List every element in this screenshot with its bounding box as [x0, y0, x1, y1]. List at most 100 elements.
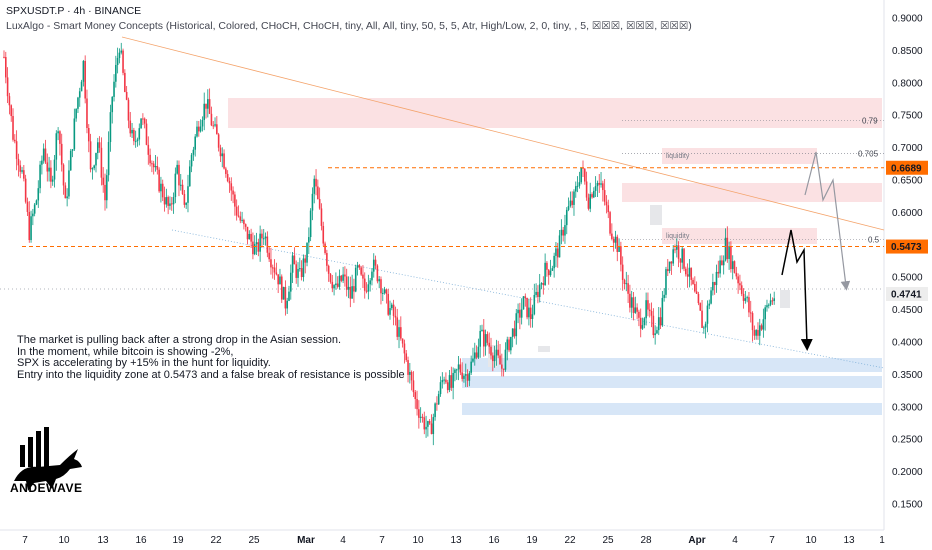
candle-body	[95, 153, 97, 166]
candle-body	[248, 233, 251, 240]
candle-body	[555, 248, 557, 256]
candle-body	[113, 81, 115, 97]
candle-body	[502, 368, 505, 370]
candle-body	[562, 229, 564, 236]
candle-body	[28, 211, 31, 241]
candle-body	[317, 186, 319, 200]
chart-title: SPXUSDT.P · 4h · BINANCE	[6, 5, 142, 17]
demand-zone	[462, 376, 882, 388]
candle-body	[96, 142, 99, 154]
candle-body	[699, 303, 702, 311]
time-axis[interactable]: 7 10 13 16 19 22 25 Mar 4 7 10 13 16 19 22 25 28 Apr 4 7 10 1…	[22, 535, 885, 546]
candle-body	[115, 64, 117, 82]
candle-body	[205, 103, 207, 109]
candle-body	[663, 294, 665, 298]
candle-body	[35, 200, 38, 205]
candle-body	[120, 50, 123, 53]
price-label: 0.6689	[891, 163, 922, 174]
candle-body	[320, 208, 323, 226]
candle-body	[688, 267, 691, 277]
candle-body	[192, 149, 195, 155]
candle-body	[161, 183, 164, 198]
candle-body	[239, 216, 242, 221]
candle-body	[407, 360, 409, 375]
candle-body	[3, 56, 5, 58]
fib-label: 0.5	[868, 236, 880, 245]
candle-body	[762, 319, 765, 330]
candle-body	[701, 310, 703, 328]
candle-body	[33, 204, 36, 214]
candle-body	[436, 403, 438, 405]
candle-body	[8, 96, 11, 106]
candle-body	[309, 210, 312, 238]
candle-body	[428, 421, 431, 424]
candle-body	[30, 216, 32, 241]
candle-body	[547, 269, 550, 276]
candle-body	[194, 136, 196, 150]
key-levels	[22, 167, 884, 248]
candle-body	[484, 334, 487, 347]
candle-body	[87, 127, 90, 142]
liquidity-zone	[662, 148, 817, 164]
candle-body	[91, 168, 94, 170]
candle-body	[703, 327, 705, 329]
candle-body	[324, 243, 326, 254]
candle-body	[650, 311, 653, 316]
candle-body	[481, 329, 483, 331]
candle-body	[354, 267, 357, 292]
candle-body	[21, 170, 23, 172]
candle-body	[75, 108, 77, 119]
candle-body	[542, 283, 545, 286]
analysis-note: The market is pulling back after a stron…	[17, 334, 405, 381]
x-tick-label: 13	[97, 535, 109, 546]
candle-body	[24, 178, 27, 202]
candle-body	[573, 191, 575, 205]
candle-body	[681, 248, 684, 263]
candle-body	[26, 201, 29, 212]
candle-body	[174, 173, 177, 198]
trend-lines	[121, 36, 885, 369]
candle-body	[151, 163, 153, 165]
candle-body	[479, 330, 481, 347]
candle-body	[749, 312, 752, 314]
candle-body	[683, 248, 685, 269]
candle-body	[551, 268, 554, 271]
candle-body	[511, 328, 514, 337]
candle-body	[672, 249, 674, 264]
y-tick-label: 0.8500	[892, 46, 923, 57]
candle-body	[531, 314, 534, 319]
candle-body	[289, 272, 292, 292]
fvg-box	[780, 290, 790, 308]
logo-text: ANDEWAVE	[10, 481, 83, 495]
candle-body	[378, 279, 380, 282]
indicator-legend[interactable]: LuxAlgo - Smart Money Concepts (Historic…	[6, 20, 692, 32]
candle-body	[268, 252, 270, 260]
candle-body	[344, 274, 346, 277]
price-label-box	[886, 239, 928, 254]
candle-body	[656, 330, 658, 334]
candle-body	[409, 371, 411, 375]
candle-body	[228, 181, 231, 184]
candle-body	[758, 325, 761, 336]
candle-body	[565, 209, 568, 226]
price-axis[interactable]: 0.9000 0.8500 0.8000 0.7500 0.7000 0.6500 0.60…	[886, 14, 928, 511]
candle-body	[757, 330, 759, 336]
candle-body	[434, 403, 436, 418]
candle-body	[41, 160, 43, 165]
candle-body	[692, 279, 694, 285]
candle-body	[740, 285, 743, 294]
x-tick-label: 7	[379, 535, 385, 546]
candle-body	[163, 197, 166, 205]
candle-body	[668, 261, 671, 271]
candle-body	[342, 274, 344, 281]
candle-body	[125, 91, 128, 100]
bearish-projection-arrow	[781, 229, 813, 351]
candle-body	[353, 286, 355, 292]
candle-body	[639, 317, 642, 329]
candle-body	[6, 77, 9, 97]
candle-body	[403, 343, 406, 354]
candle-body	[102, 177, 105, 185]
candle-body	[185, 202, 187, 205]
candle-body	[569, 200, 572, 207]
